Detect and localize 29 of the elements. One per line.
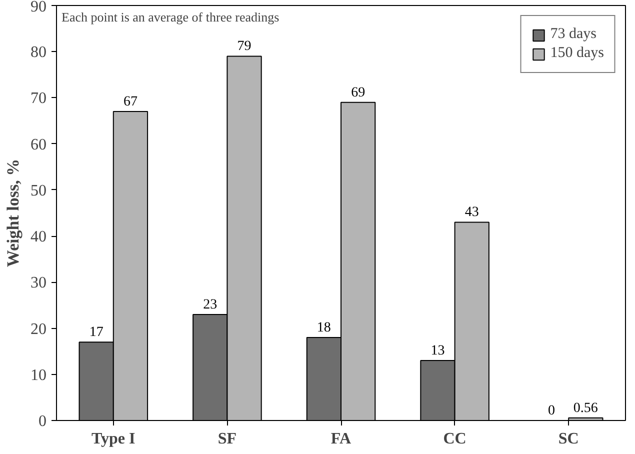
y-tick-label: 60	[30, 136, 46, 154]
data-label: 67	[123, 94, 138, 110]
y-axis-title: Weight loss, %	[4, 158, 22, 268]
x-tick-label: SC	[558, 430, 579, 448]
y-tick-label: 20	[30, 320, 46, 338]
data-label: 18	[316, 320, 331, 336]
legend-label: 150 days	[550, 45, 604, 62]
y-tick-label: 90	[30, 0, 46, 16]
annotation: Each point is an average of three readings	[62, 10, 280, 24]
data-label: 69	[351, 85, 366, 100]
y-tick-label: 50	[30, 182, 46, 200]
data-label: 0.56	[573, 400, 598, 416]
x-tick-label: FA	[330, 430, 352, 448]
y-tick-label: 70	[30, 90, 46, 108]
y-tick-label: 30	[30, 274, 46, 292]
y-tick-label: 0	[38, 413, 46, 430]
data-label: 0	[548, 404, 556, 418]
y-tick-label: 80	[30, 44, 46, 62]
y-tick-label: 10	[30, 366, 46, 384]
data-label: 17	[89, 325, 104, 340]
legend-label: 73 days	[550, 26, 596, 43]
x-tick-label: Type I	[92, 430, 136, 448]
data-label: 23	[203, 297, 218, 312]
y-tick-label: 40	[30, 228, 46, 246]
data-label: 43	[464, 205, 479, 220]
x-tick-label: CC	[443, 430, 466, 448]
data-label: 13	[430, 344, 445, 359]
x-tick-label: SF	[218, 430, 237, 448]
data-label: 79	[237, 39, 252, 54]
